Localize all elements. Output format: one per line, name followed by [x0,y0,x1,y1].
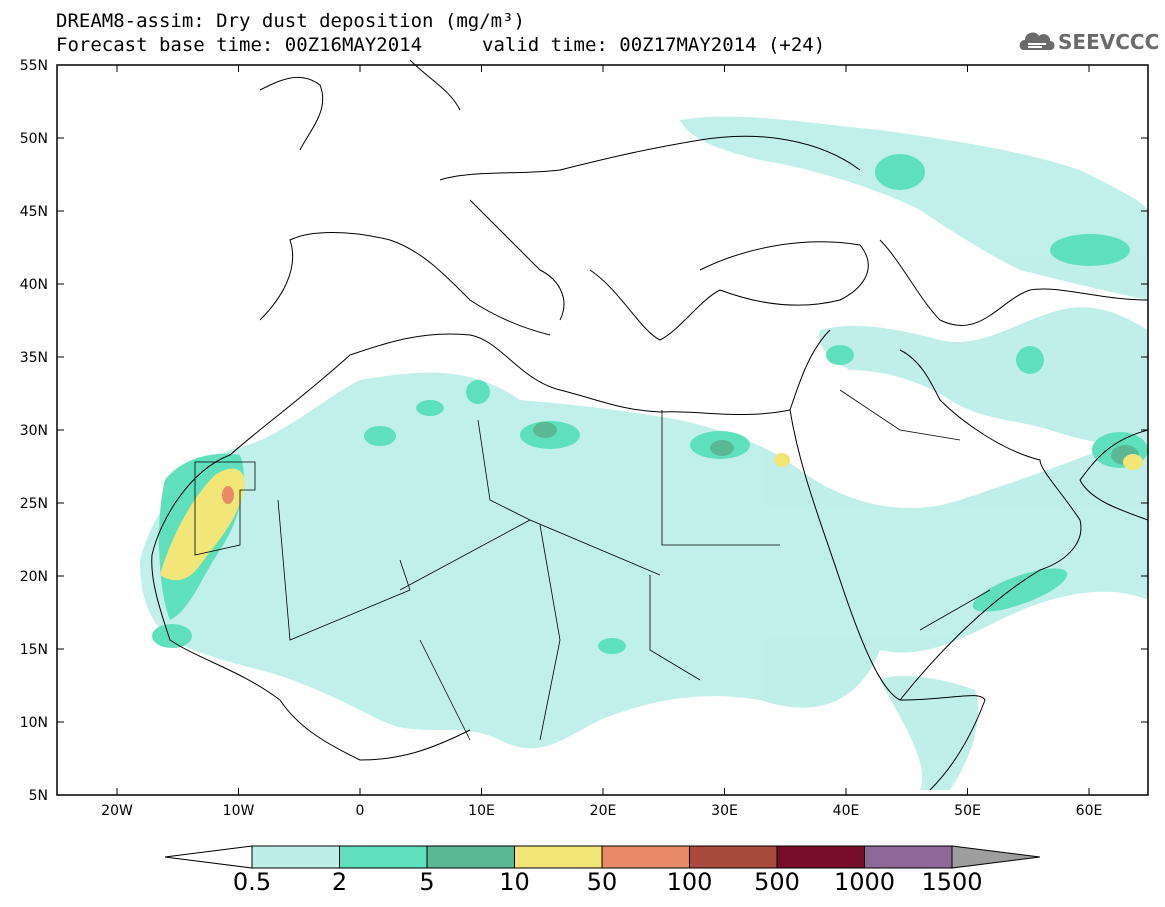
logo-text: SEEVCCC [1058,30,1160,54]
latitude-label: 20N [20,569,48,585]
latitude-label: 40N [20,277,48,293]
colorbar-label: 100 [666,868,713,896]
longitude-label: 20E [590,803,617,819]
map-title: DREAM8-assim: Dry dust deposition (mg/m³… [56,10,525,32]
colorbar-label: 2 [331,868,348,896]
colorbar-label: 0.5 [232,868,272,896]
colorbar-swatch [514,845,603,869]
dust-field-light [140,116,1148,790]
colorbar-label: 1000 [833,868,896,896]
latitude-label: 35N [20,350,48,366]
latitude-label: 55N [20,58,48,74]
longitude-axis [116,65,1090,795]
colorbar-swatch [776,845,865,869]
seevccc-logo-icon [1019,32,1055,50]
colorbar-swatch [426,845,515,869]
colorbar-over-arrow [951,845,1041,869]
dust-field-high [160,453,1143,581]
latitude-label: 30N [20,423,48,439]
colorbar-label: 5 [419,868,435,896]
colorbar-label: 50 [586,868,618,896]
latitude-label: 50N [20,131,48,147]
colorbar-swatch [689,845,778,869]
colorbar-label: 1500 [921,868,983,896]
colorbar [164,845,1041,869]
colorbar-swatch [251,845,340,869]
latitude-label: 15N [20,642,48,658]
colorbar-swatch [864,845,953,869]
longitude-label: 20W [101,803,133,819]
forecast-base-time: Forecast base time: 00Z16MAY2014 [56,34,423,56]
colorbar-label: 500 [754,868,800,896]
latitude-axis [57,137,1148,723]
valid-time: valid time: 00Z17MAY2014 (+24) [482,34,826,56]
longitude-label: 10E [468,803,495,819]
longitude-label: 40E [833,803,860,819]
latitude-label: 25N [20,496,48,512]
coastlines [151,59,1149,791]
colorbar-swatch [601,845,690,869]
latitude-label: 45N [20,204,48,220]
latitude-label: 5N [29,788,48,804]
colorbar-under-arrow [164,845,253,869]
colorbar-label: 10 [499,868,530,896]
latitude-label: 10N [20,715,48,731]
longitude-label: 50E [954,803,981,819]
longitude-label: 0 [356,803,365,819]
longitude-label: 30E [711,803,738,819]
longitude-label: 60E [1076,803,1103,819]
country-borders [194,389,991,741]
colorbar-swatch [339,845,428,869]
longitude-label: 10W [223,803,255,819]
